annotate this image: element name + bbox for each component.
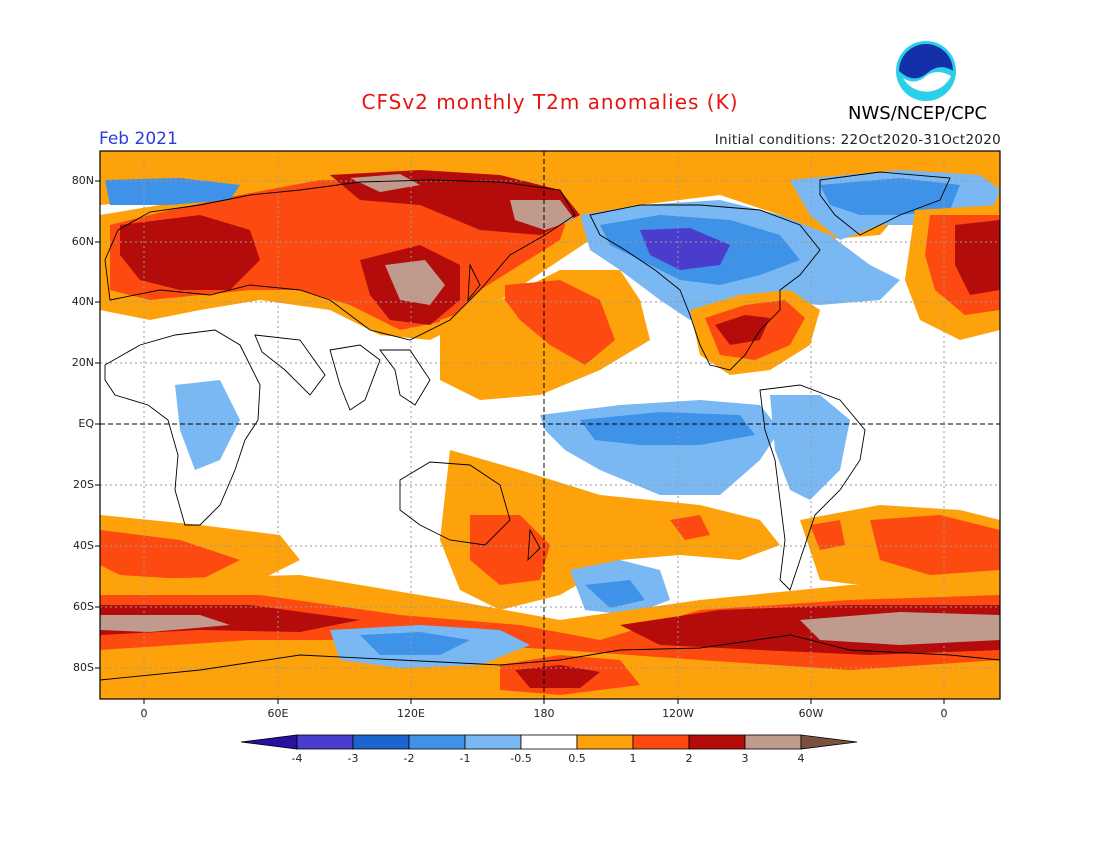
spacific-cold-mid xyxy=(585,580,645,608)
colorbar-swatch xyxy=(632,734,690,750)
greenland-coast xyxy=(819,171,951,236)
lat-label: 80N xyxy=(71,174,94,187)
organization-label: NWS/NCEP/CPC xyxy=(848,103,988,124)
chart-title: CFSv2 monthly T2m anomalies (K) xyxy=(361,90,739,114)
colorbar-label: 2 xyxy=(685,752,693,765)
colorbar-swatch xyxy=(352,734,410,750)
lat-label: 60N xyxy=(71,235,94,248)
lon-label: 120E xyxy=(397,707,425,720)
africa-coast xyxy=(104,329,261,526)
so-band-brown-e xyxy=(800,612,1000,645)
sa-coast-red xyxy=(810,520,845,550)
colorbar-label: 0.5 xyxy=(568,752,586,765)
tropical-pacific-mid xyxy=(580,412,755,445)
colorbar-label: -1 xyxy=(459,752,471,765)
mongolia-brown xyxy=(385,260,445,305)
colorbar-swatch xyxy=(464,734,522,750)
colorbar-swatch xyxy=(688,734,746,750)
noaa-logo xyxy=(895,40,957,102)
tick-marks xyxy=(95,180,945,704)
arctic-brown xyxy=(350,174,420,192)
south-america-coast xyxy=(759,384,866,591)
lat-label: 40N xyxy=(71,295,94,308)
colorbar-arrow-low xyxy=(240,734,298,750)
antarctica-coast xyxy=(99,634,1001,681)
lat-label: 20N xyxy=(71,356,94,369)
australia-coast xyxy=(399,461,511,546)
so-band-brown-w xyxy=(100,615,230,632)
coastlines xyxy=(99,171,1001,681)
lat-label: 20S xyxy=(73,478,94,491)
colorbar-label: 4 xyxy=(797,752,805,765)
europe-darkred xyxy=(120,215,260,290)
lon-label: 60E xyxy=(267,707,289,720)
south-atlantic-red xyxy=(870,515,1000,575)
colorbar-swatch xyxy=(296,734,354,750)
valid-month: Feb 2021 xyxy=(99,129,178,149)
anomaly-field xyxy=(100,151,1000,699)
map-frame xyxy=(99,150,1001,700)
lon-label: 180 xyxy=(533,707,555,720)
initial-conditions: Initial conditions: 22Oct2020-31Oct2020 xyxy=(714,132,1001,148)
africa-cold xyxy=(175,380,240,470)
equator-dateline xyxy=(100,151,1000,699)
spac-red-spot xyxy=(670,515,710,540)
antarctica-cold-mid xyxy=(360,632,470,655)
lon-label: 0 xyxy=(940,707,948,720)
japan-coast xyxy=(467,263,481,302)
se-asia-coast xyxy=(379,349,431,406)
colorbar-label: -2 xyxy=(403,752,415,765)
antarctica-darkred xyxy=(515,665,600,688)
colorbar-arrow-high xyxy=(800,734,858,750)
sa-cold xyxy=(770,395,850,500)
lat-label: EQ xyxy=(78,417,94,430)
npacific-red xyxy=(505,280,615,365)
lat-label: 40S xyxy=(73,539,94,552)
colorbar-label: -0.5 xyxy=(510,752,532,765)
eurasia-coast xyxy=(104,179,576,341)
lat-label: 60S xyxy=(73,600,94,613)
southern-red-sw xyxy=(100,530,240,580)
colorbar xyxy=(240,734,858,750)
nz-coast xyxy=(527,528,541,562)
siberia-brown xyxy=(510,200,575,230)
arabia-india-coast xyxy=(254,334,381,411)
colorbar-swatch xyxy=(408,734,466,750)
graticule xyxy=(100,151,1000,699)
europe-nw-cold xyxy=(105,178,240,205)
na-cold-dark xyxy=(640,228,730,270)
lat-label: 80S xyxy=(73,661,94,674)
lon-label: 60W xyxy=(798,707,824,720)
colorbar-label: -4 xyxy=(291,752,303,765)
lon-label: 0 xyxy=(140,707,148,720)
colorbar-label: -3 xyxy=(347,752,359,765)
europe-wrap-darkred xyxy=(955,220,1000,295)
colorbar-swatch xyxy=(520,734,578,750)
lon-label: 120W xyxy=(662,707,694,720)
colorbar-swatch xyxy=(744,734,802,750)
colorbar-label: 1 xyxy=(629,752,637,765)
us-se-darkred xyxy=(715,315,770,345)
north-america-coast xyxy=(589,204,821,371)
colorbar-label: 3 xyxy=(741,752,749,765)
colorbar-swatch xyxy=(576,734,634,750)
